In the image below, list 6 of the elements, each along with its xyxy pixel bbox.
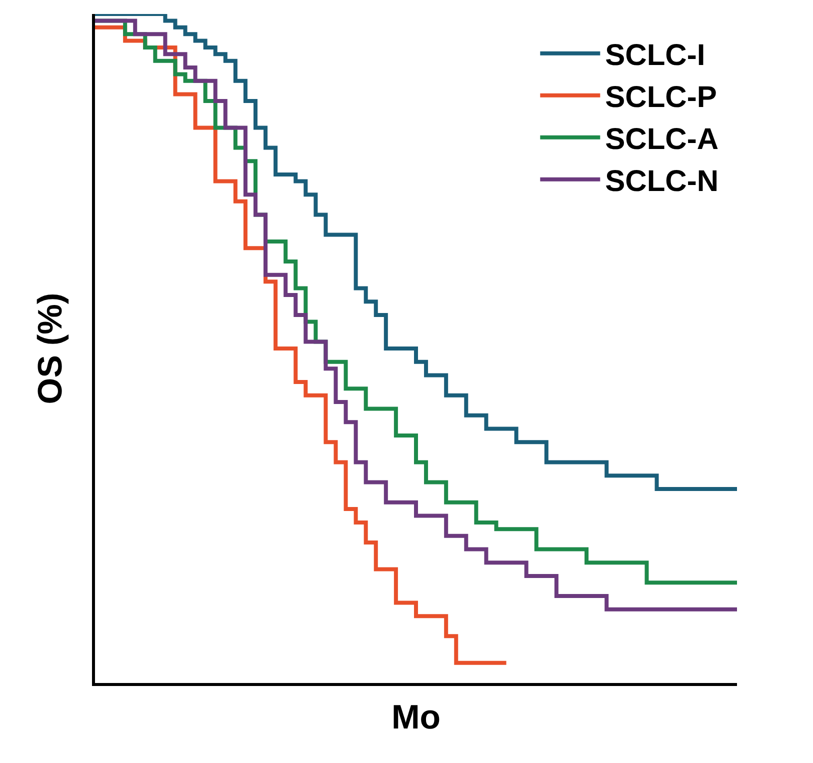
legend-label: SCLC-N xyxy=(605,165,718,198)
legend-label: SCLC-I xyxy=(605,39,706,72)
legend-label: SCLC-A xyxy=(605,123,718,156)
x-axis-title: Mo xyxy=(391,698,441,736)
y-axis-title: OS (%) xyxy=(32,292,70,404)
legend-label: SCLC-P xyxy=(605,81,717,114)
